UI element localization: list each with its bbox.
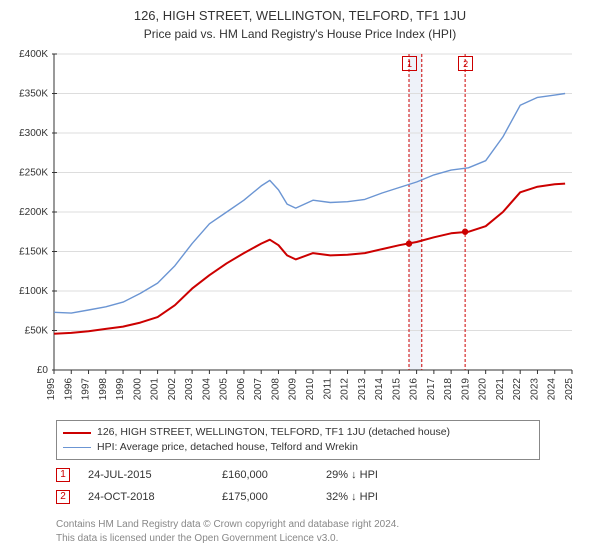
credit-line: Contains HM Land Registry data © Crown c…	[56, 518, 556, 532]
legend-item: HPI: Average price, detached house, Telf…	[63, 440, 533, 455]
legend-label: HPI: Average price, detached house, Telf…	[97, 440, 358, 455]
svg-text:2024: 2024	[547, 378, 558, 401]
sales-table: 1 24-JUL-2015 £160,000 29% ↓ HPI 2 24-OCT-201…	[56, 468, 540, 512]
sale-price: £175,000	[222, 491, 308, 503]
svg-text:2019: 2019	[460, 378, 471, 401]
svg-text:1997: 1997	[81, 378, 92, 401]
svg-text:2006: 2006	[236, 378, 247, 401]
svg-text:2011: 2011	[322, 378, 333, 400]
svg-text:2012: 2012	[340, 378, 351, 401]
svg-text:2008: 2008	[270, 378, 281, 401]
svg-text:2021: 2021	[495, 378, 506, 401]
svg-text:£0: £0	[37, 365, 49, 376]
sale-date: 24-OCT-2018	[88, 491, 204, 503]
svg-text:2025: 2025	[564, 378, 575, 401]
svg-text:2010: 2010	[305, 378, 316, 401]
svg-text:2023: 2023	[529, 378, 540, 401]
svg-text:1996: 1996	[63, 378, 74, 401]
chart-subtitle: Price paid vs. HM Land Registry's House …	[0, 23, 600, 41]
sale-marker-badge: 2	[56, 490, 70, 504]
sale-row: 2 24-OCT-2018 £175,000 32% ↓ HPI	[56, 490, 540, 504]
legend-item: 126, HIGH STREET, WELLINGTON, TELFORD, T…	[63, 425, 533, 440]
svg-text:2005: 2005	[219, 378, 230, 401]
svg-text:2017: 2017	[426, 378, 437, 401]
data-credit: Contains HM Land Registry data © Crown c…	[56, 518, 556, 545]
marker-label: 1	[402, 56, 417, 71]
svg-text:2013: 2013	[357, 378, 368, 401]
svg-text:£250K: £250K	[19, 168, 48, 179]
svg-text:2018: 2018	[443, 378, 454, 401]
svg-text:2022: 2022	[512, 378, 523, 401]
svg-text:1998: 1998	[98, 378, 109, 401]
sale-date: 24-JUL-2015	[88, 469, 204, 481]
svg-text:2020: 2020	[478, 378, 489, 401]
svg-text:2009: 2009	[288, 378, 299, 401]
legend-label: 126, HIGH STREET, WELLINGTON, TELFORD, T…	[97, 425, 450, 440]
svg-text:2000: 2000	[132, 378, 143, 401]
svg-text:2007: 2007	[253, 378, 264, 401]
sale-vs-hpi: 29% ↓ HPI	[326, 469, 436, 481]
svg-text:2015: 2015	[391, 378, 402, 401]
sale-vs-hpi: 32% ↓ HPI	[326, 491, 436, 503]
svg-text:£400K: £400K	[19, 49, 48, 60]
svg-text:£50K: £50K	[25, 326, 49, 337]
svg-text:2003: 2003	[184, 378, 195, 401]
svg-text:£150K: £150K	[19, 247, 48, 258]
svg-text:£350K: £350K	[19, 89, 48, 100]
legend: 126, HIGH STREET, WELLINGTON, TELFORD, T…	[56, 420, 540, 460]
svg-text:2016: 2016	[409, 378, 420, 401]
svg-text:2004: 2004	[201, 378, 212, 401]
svg-text:1999: 1999	[115, 378, 126, 401]
svg-text:£300K: £300K	[19, 128, 48, 139]
legend-swatch	[63, 432, 91, 434]
svg-text:£100K: £100K	[19, 286, 48, 297]
svg-text:£200K: £200K	[19, 207, 48, 218]
svg-text:2001: 2001	[150, 378, 161, 401]
chart-title: 126, HIGH STREET, WELLINGTON, TELFORD, T…	[0, 0, 600, 23]
marker-label: 2	[458, 56, 473, 71]
svg-text:1995: 1995	[46, 378, 57, 401]
chart-plot: £0£50K£100K£150K£200K£250K£300K£350K£400…	[50, 48, 580, 406]
sale-marker-badge: 1	[56, 468, 70, 482]
sale-price: £160,000	[222, 469, 308, 481]
legend-swatch	[63, 447, 91, 448]
sale-row: 1 24-JUL-2015 £160,000 29% ↓ HPI	[56, 468, 540, 482]
svg-text:2014: 2014	[374, 378, 385, 401]
svg-text:2002: 2002	[167, 378, 178, 401]
credit-line: This data is licensed under the Open Gov…	[56, 532, 556, 546]
